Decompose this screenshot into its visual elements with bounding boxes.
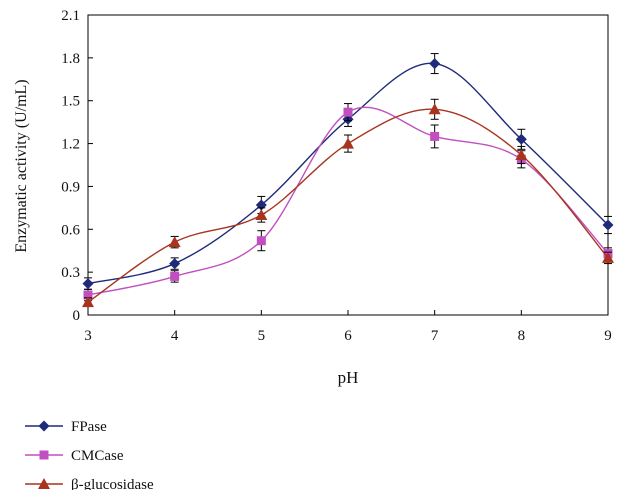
legend: FPase CMCase β-glucosidase: [25, 419, 154, 493]
data-point: [82, 296, 94, 308]
legend-marker: [39, 450, 49, 460]
data-point: [429, 58, 441, 70]
y-tick-label: 1.8: [61, 51, 80, 67]
x-tick-label: 5: [258, 328, 266, 344]
y-tick-label: 0.9: [61, 179, 80, 195]
data-point: [168, 236, 181, 248]
legend-label: FPase: [71, 419, 107, 435]
x-tick-label: 6: [344, 328, 352, 344]
y-tick-label: 0.6: [61, 222, 80, 238]
x-tick-label: 8: [518, 328, 526, 344]
data-point: [515, 133, 527, 145]
series-square: [83, 103, 613, 302]
data-point: [256, 236, 266, 246]
x-tick-label: 7: [431, 328, 439, 344]
series-layer: [82, 53, 614, 308]
data-point: [82, 278, 94, 290]
y-axis-label: Enzymatic activity (U/mL): [13, 79, 30, 252]
x-tick-label: 3: [84, 328, 92, 344]
y-tick-label: 2.1: [61, 8, 80, 24]
legend-item: FPase: [25, 419, 107, 435]
legend-marker: [38, 478, 50, 489]
axes: 0 0.3 0.6 0.9 1.2 1.5 1.8 2.1 3 4 5 6 7 8 9: [61, 8, 612, 344]
x-axis-label: pH: [338, 368, 359, 387]
data-point: [430, 131, 440, 141]
series-triangle: [82, 98, 614, 308]
y-tick-label: 1.2: [61, 137, 80, 153]
legend-item: CMCase: [25, 448, 124, 464]
data-point: [428, 103, 441, 115]
data-point: [170, 271, 180, 281]
series-line: [87, 62, 609, 285]
legend-label: β-glucosidase: [71, 477, 154, 490]
data-point: [602, 251, 614, 263]
y-tick-label: 0.3: [61, 265, 80, 281]
data-point: [602, 219, 614, 231]
x-tick-label: 4: [171, 328, 179, 344]
y-tick-label: 0: [73, 308, 81, 324]
series-diamond: [82, 53, 614, 290]
plot-frame: [87, 14, 609, 316]
legend-label: CMCase: [71, 448, 124, 464]
legend-item: β-glucosidase: [25, 477, 154, 493]
data-point: [83, 290, 93, 300]
y-tick-label: 1.5: [61, 94, 80, 110]
legend-marker: [38, 420, 50, 432]
data-point: [342, 137, 354, 149]
data-point: [169, 258, 181, 270]
data-point: [343, 107, 353, 117]
data-point: [255, 209, 268, 220]
data-point: [515, 149, 528, 160]
x-tick-label: 9: [604, 328, 612, 344]
